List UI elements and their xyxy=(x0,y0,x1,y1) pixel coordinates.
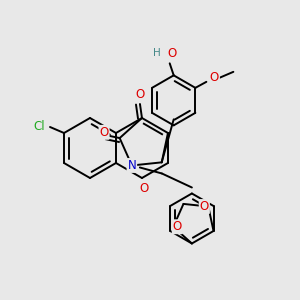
Text: O: O xyxy=(210,71,219,84)
Text: O: O xyxy=(99,126,109,139)
Text: O: O xyxy=(167,47,176,60)
Text: O: O xyxy=(139,182,148,196)
Text: O: O xyxy=(200,200,209,213)
Text: O: O xyxy=(173,220,182,233)
Text: O: O xyxy=(135,88,145,100)
Text: Cl: Cl xyxy=(33,121,45,134)
Text: H: H xyxy=(153,48,160,58)
Text: N: N xyxy=(128,159,136,172)
